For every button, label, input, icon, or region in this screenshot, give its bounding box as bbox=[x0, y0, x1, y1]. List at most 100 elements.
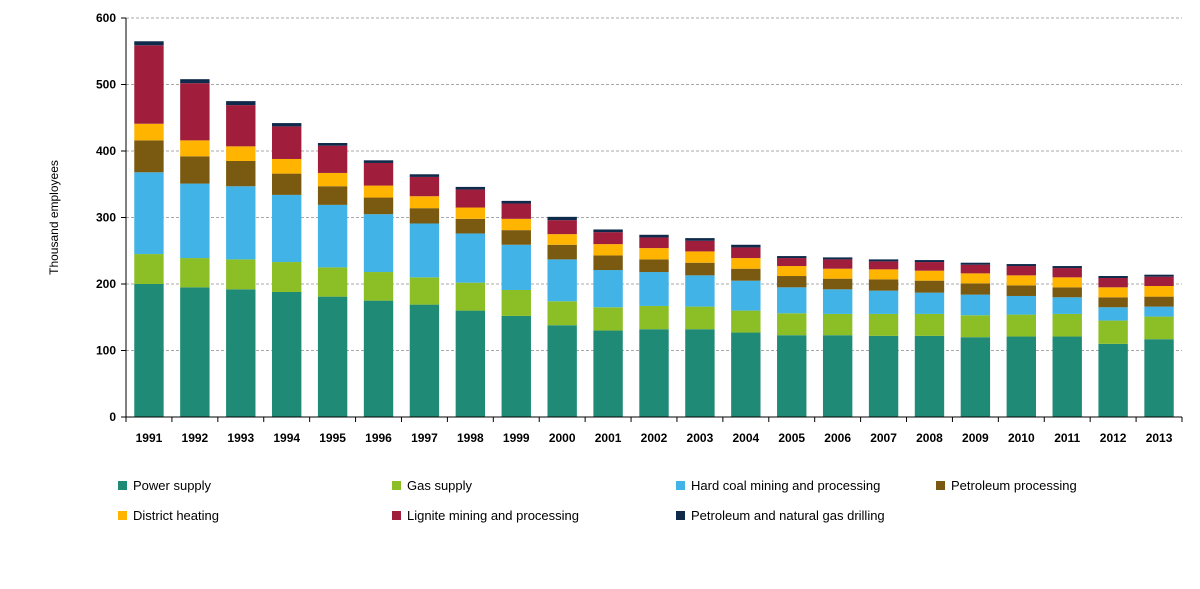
x-tick-label: 2008 bbox=[916, 431, 943, 445]
bar-segment bbox=[777, 276, 807, 288]
bar-segment bbox=[180, 287, 210, 417]
bar-segment bbox=[1006, 314, 1036, 337]
bar-segment bbox=[1052, 297, 1082, 314]
bar-segment bbox=[363, 300, 394, 417]
bar-segment bbox=[272, 158, 302, 174]
bar-segment bbox=[272, 291, 302, 417]
x-tick-label: 1991 bbox=[136, 431, 163, 445]
x-tick-label: 2002 bbox=[641, 431, 668, 445]
bar-segment bbox=[731, 310, 761, 333]
x-tick-label: 1995 bbox=[319, 431, 346, 445]
bar-segment bbox=[1006, 264, 1036, 267]
bar-segment bbox=[822, 278, 853, 290]
bar-segment bbox=[272, 123, 302, 127]
bar-segment bbox=[822, 289, 853, 314]
bar-segment bbox=[593, 232, 623, 245]
bar-segment bbox=[180, 79, 210, 84]
bar-segment bbox=[134, 140, 164, 173]
bar-segment bbox=[731, 244, 761, 248]
bar-segment bbox=[455, 186, 486, 190]
bar-segment bbox=[960, 283, 991, 295]
bar-segment bbox=[363, 185, 394, 198]
bar-segment bbox=[1098, 297, 1128, 308]
bar-segment bbox=[363, 162, 394, 186]
bar-segment bbox=[134, 45, 164, 124]
bar-stack-1996 bbox=[363, 160, 394, 417]
bar-segment bbox=[547, 259, 577, 302]
legend-item: Power supply bbox=[118, 478, 211, 493]
bar-segment bbox=[914, 292, 945, 314]
x-tick-label: 2003 bbox=[687, 431, 714, 445]
bar-segment bbox=[1098, 343, 1128, 417]
x-tick-label: 2000 bbox=[549, 431, 576, 445]
bar-segment bbox=[914, 270, 945, 281]
y-tick-label: 400 bbox=[96, 144, 116, 158]
bar-segment bbox=[639, 329, 669, 417]
bar-segment bbox=[685, 275, 715, 307]
bar-segment bbox=[180, 156, 210, 184]
x-tick-label: 2009 bbox=[962, 431, 989, 445]
legend-label: Petroleum and natural gas drilling bbox=[691, 508, 885, 523]
bar-segment bbox=[868, 261, 899, 270]
bar-segment bbox=[593, 255, 623, 271]
bar-stack-1999 bbox=[501, 200, 531, 417]
bar-segment bbox=[731, 258, 761, 269]
bar-stack-1992 bbox=[180, 79, 210, 417]
bar-segment bbox=[180, 83, 210, 141]
legend-item: Petroleum and natural gas drilling bbox=[676, 508, 885, 523]
y-tick-label: 100 bbox=[96, 344, 116, 358]
bar-segment bbox=[501, 244, 531, 290]
bar-segment bbox=[180, 258, 210, 288]
bar-segment bbox=[1098, 307, 1128, 321]
bar-segment bbox=[226, 259, 256, 290]
bar-segment bbox=[593, 307, 623, 331]
bar-segment bbox=[409, 277, 440, 305]
bar-segment bbox=[455, 310, 486, 417]
bar-segment bbox=[731, 332, 761, 417]
bar-segment bbox=[272, 194, 302, 263]
bar-segment bbox=[134, 172, 164, 255]
stacked-bar-chart: 0 100 200 300 400 500 600 1991 1992 1993 1994 1995… bbox=[47, 11, 1183, 445]
legend-item: Petroleum processing bbox=[936, 478, 1077, 493]
bar-segment bbox=[501, 200, 531, 204]
bar-segment bbox=[455, 207, 486, 219]
x-tick-label: 1996 bbox=[365, 431, 392, 445]
bar-segment bbox=[317, 172, 348, 187]
bar-stack-2006 bbox=[822, 257, 853, 417]
bar-segment bbox=[777, 256, 807, 259]
bar-segment bbox=[685, 240, 715, 252]
bar-segment bbox=[363, 197, 394, 215]
bar-segment bbox=[547, 220, 577, 235]
bar-segment bbox=[868, 313, 899, 336]
bar-stack-2009 bbox=[960, 262, 991, 417]
bar-segment bbox=[685, 329, 715, 417]
bar-segment bbox=[868, 335, 899, 417]
bar-segment bbox=[134, 41, 164, 46]
bar-stack-1995 bbox=[317, 143, 348, 417]
x-tick-label: 1993 bbox=[227, 431, 254, 445]
bar-stack-1997 bbox=[409, 174, 440, 417]
bar-segment bbox=[455, 233, 486, 283]
bar-segment bbox=[960, 273, 991, 284]
legend-swatch bbox=[676, 511, 685, 520]
bar-segment bbox=[501, 315, 531, 417]
bar-segment bbox=[960, 294, 991, 316]
bar-stack-1998 bbox=[455, 186, 486, 417]
bar-segment bbox=[1006, 336, 1036, 417]
bar-segment bbox=[226, 101, 256, 106]
bar-segment bbox=[317, 296, 348, 417]
legend-item: District heating bbox=[118, 508, 219, 523]
bar-segment bbox=[639, 237, 669, 249]
bar-segment bbox=[547, 325, 577, 417]
bar-segment bbox=[317, 143, 348, 146]
x-tick-label: 2011 bbox=[1054, 431, 1080, 445]
bar-segment bbox=[914, 313, 945, 336]
bar-stack-1993 bbox=[226, 101, 256, 417]
bar-stack-2000 bbox=[547, 216, 577, 417]
bars bbox=[134, 41, 1174, 417]
bar-segment bbox=[1052, 277, 1082, 288]
x-tick-label: 2006 bbox=[824, 431, 851, 445]
legend-swatch bbox=[118, 511, 127, 520]
bar-segment bbox=[914, 280, 945, 293]
bar-segment bbox=[409, 223, 440, 278]
